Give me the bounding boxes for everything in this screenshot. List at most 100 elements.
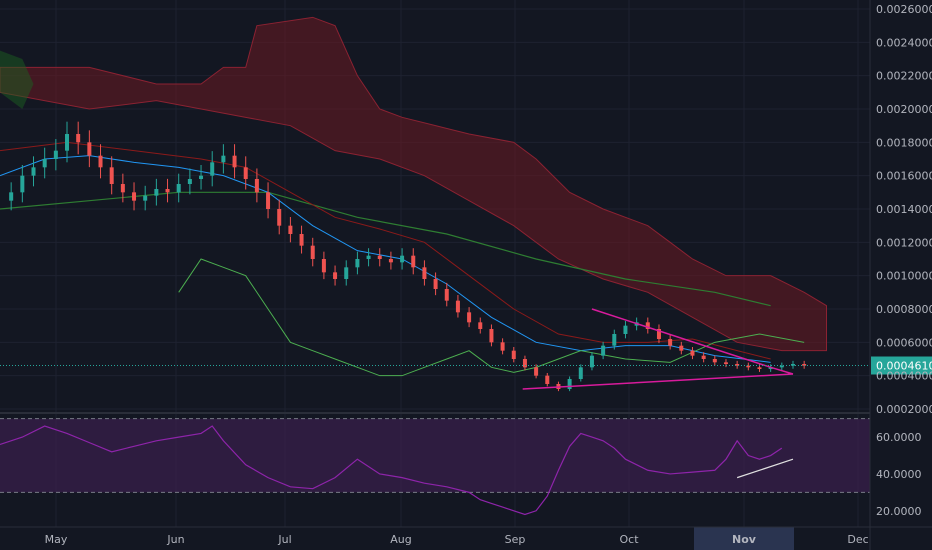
triangle-lower-line xyxy=(522,373,794,390)
time-axis[interactable]: May Jun Jul Aug Sep Oct Nov Dec xyxy=(0,526,932,550)
candle-body xyxy=(187,179,192,184)
candle-body xyxy=(232,155,237,168)
candle-body xyxy=(790,364,795,366)
rsi-tick-label: 20.0000 xyxy=(876,505,922,518)
candle-body xyxy=(534,367,539,376)
candle-body xyxy=(87,142,92,156)
candle-body xyxy=(120,184,125,193)
candle-body xyxy=(65,134,70,151)
candle-body xyxy=(132,192,137,201)
candle-body xyxy=(567,379,572,389)
triangle-apex-line xyxy=(770,366,794,375)
candle-body xyxy=(400,255,405,263)
candle-body xyxy=(668,339,673,346)
ichimoku-cloud xyxy=(0,16,827,352)
price-tick-label: 0.0014000 xyxy=(876,203,932,216)
price-tick-label: 0.0022000 xyxy=(876,70,932,83)
price-tick-label: 0.0010000 xyxy=(876,270,932,283)
candle-body xyxy=(266,192,271,209)
triangle-upper-line xyxy=(591,308,771,369)
current-price-tag xyxy=(871,356,932,375)
candle-body xyxy=(545,375,550,384)
candle-body xyxy=(9,192,14,201)
candle-body xyxy=(768,367,773,369)
rsi-band xyxy=(0,418,870,493)
price-axis[interactable]: 0.0026000 0.0024000 0.0022000 0.0020000 0.00… xyxy=(869,0,932,550)
price-tick-label: 0.0002000 xyxy=(876,403,932,416)
candle-body xyxy=(712,359,717,363)
month-label: Oct xyxy=(619,533,639,546)
candle-body xyxy=(489,329,494,343)
price-tick-label: 0.0024000 xyxy=(876,36,932,49)
candle-body xyxy=(299,234,304,246)
price-tick-label: 0.0006000 xyxy=(876,336,932,349)
price-tick-label: 0.0016000 xyxy=(876,170,932,183)
candle-body xyxy=(645,322,650,329)
candle-body xyxy=(500,342,505,351)
price-tick-label: 0.0026000 xyxy=(876,3,932,16)
candle-body xyxy=(779,365,784,368)
price-tick-label: 0.0012000 xyxy=(876,236,932,249)
price-tick-label: 0.0020000 xyxy=(876,103,932,116)
candle-body xyxy=(444,289,449,301)
candle-body xyxy=(757,367,762,369)
rsi-tick-label: 60.0000 xyxy=(876,431,922,444)
candle-body xyxy=(310,245,315,259)
candle-body xyxy=(288,225,293,234)
candle-body xyxy=(623,325,628,334)
candle-body xyxy=(321,259,326,273)
candle-body xyxy=(254,179,259,193)
candle-body xyxy=(98,155,103,168)
candle-body xyxy=(679,345,684,351)
rsi-line xyxy=(0,425,783,516)
lagging-span xyxy=(178,258,805,377)
candle-body xyxy=(20,175,25,193)
rsi-panel xyxy=(0,418,870,516)
rsi-trendline xyxy=(736,458,794,479)
candle-body xyxy=(53,150,58,159)
candle-body xyxy=(601,345,606,356)
candle-body xyxy=(76,134,81,143)
kijun-line xyxy=(0,141,771,360)
current-price-label: 0.0004610 xyxy=(876,360,932,373)
candle-body xyxy=(612,334,617,346)
candle-body xyxy=(154,189,159,196)
candle-body xyxy=(165,189,170,193)
candle-body xyxy=(802,364,807,366)
current-price: 0.0004610 xyxy=(0,356,932,375)
candle-body xyxy=(723,362,728,364)
month-label: Jun xyxy=(166,533,184,546)
triangle-pattern[interactable] xyxy=(522,308,794,390)
candle-body xyxy=(42,159,47,168)
cloud-bullish xyxy=(0,50,34,109)
candle-body xyxy=(210,162,215,176)
candle-body xyxy=(411,255,416,268)
candle-body xyxy=(478,322,483,329)
candle-body xyxy=(355,259,360,268)
candle-body xyxy=(333,272,338,279)
price-tick-label: 0.0008000 xyxy=(876,303,932,316)
candle-body xyxy=(522,359,527,368)
month-label: Nov xyxy=(732,533,757,546)
candle-body xyxy=(589,355,594,368)
candle-body xyxy=(735,364,740,366)
candle-body xyxy=(455,300,460,313)
candle-body xyxy=(690,350,695,356)
candle-body xyxy=(467,312,472,323)
rsi-axis[interactable]: 60.0000 40.0000 20.0000 xyxy=(876,431,922,518)
month-label: Jul xyxy=(277,533,291,546)
candle-body xyxy=(243,167,248,179)
candle-body xyxy=(221,155,226,163)
candle-body xyxy=(366,255,371,259)
month-label: Aug xyxy=(390,533,411,546)
candle-body xyxy=(388,259,393,263)
candle-body xyxy=(701,355,706,359)
candle-body xyxy=(656,329,661,339)
candle-body xyxy=(422,267,427,279)
highlight-month-bg xyxy=(694,527,794,550)
candle-body xyxy=(578,367,583,379)
month-label: May xyxy=(45,533,68,546)
rsi-tick-label: 40.0000 xyxy=(876,468,922,481)
price-tick-label: 0.0004000 xyxy=(876,370,932,383)
